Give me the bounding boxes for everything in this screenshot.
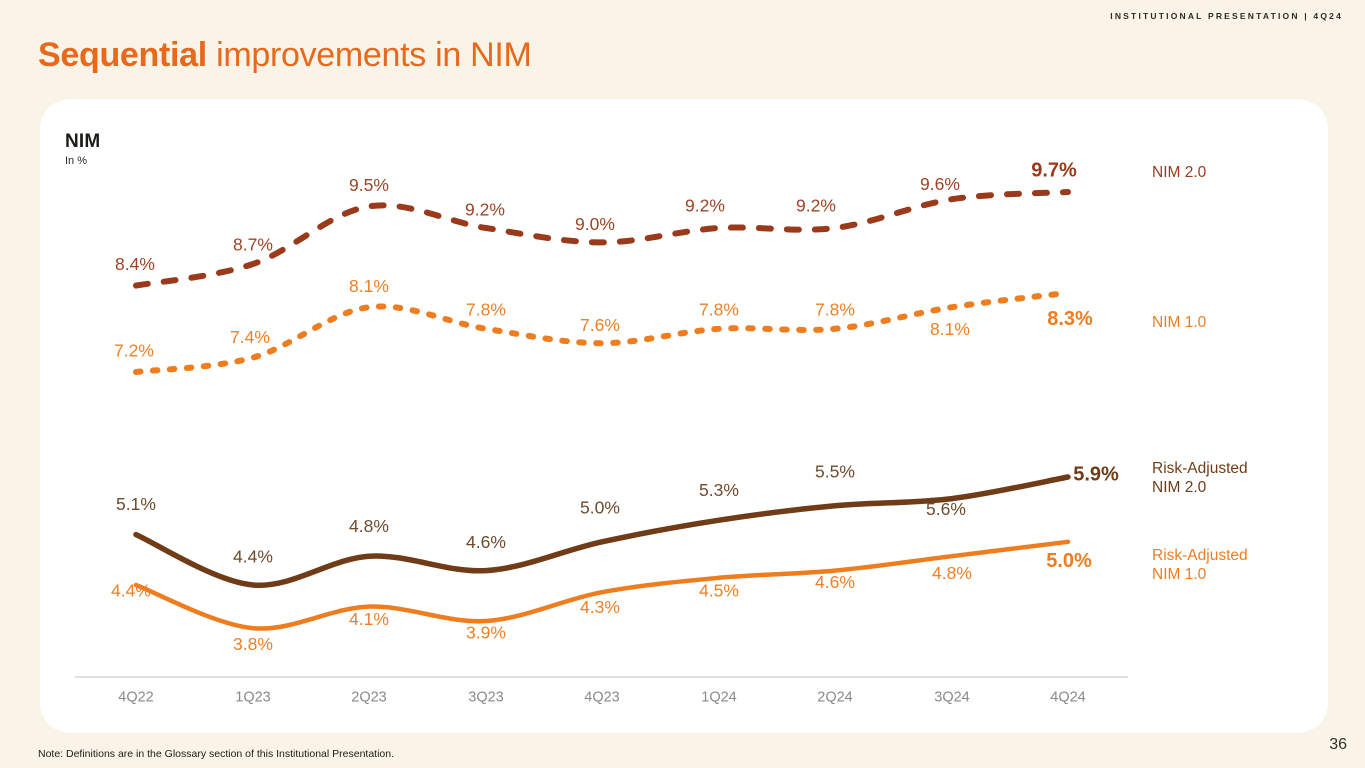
svg-text:7.2%: 7.2% [114, 341, 154, 361]
legend-label: NIM 2.0 [1152, 479, 1207, 496]
legend-label: Risk-Adjusted [1152, 460, 1248, 477]
svg-text:3Q23: 3Q23 [468, 690, 503, 706]
svg-text:4.1%: 4.1% [349, 609, 389, 629]
svg-text:7.8%: 7.8% [699, 299, 739, 319]
svg-text:9.2%: 9.2% [465, 200, 505, 220]
slide-title-highlight: Sequential [38, 36, 207, 74]
page-number: 36 [1329, 736, 1347, 753]
svg-text:3.8%: 3.8% [233, 634, 273, 654]
legend-label: NIM 1.0 [1152, 566, 1207, 583]
svg-text:8.1%: 8.1% [349, 276, 389, 296]
legend-label: NIM 1.0 [1152, 314, 1207, 331]
svg-text:8.7%: 8.7% [233, 235, 273, 255]
svg-text:5.0%: 5.0% [1046, 550, 1092, 572]
chart-card: 4Q22 1Q23 2Q23 3Q23 4Q23 1Q24 2Q24 3Q24 4Q24 8.4%… [40, 99, 1328, 733]
chart-subtitle: In % [65, 155, 88, 167]
svg-text:9.5%: 9.5% [349, 175, 389, 195]
svg-text:4Q24: 4Q24 [1050, 690, 1085, 706]
nim-chart: 4Q22 1Q23 2Q23 3Q23 4Q23 1Q24 2Q24 3Q24 4Q24 8.4%… [75, 159, 1128, 706]
chart-title: NIM [65, 131, 101, 152]
svg-text:4.5%: 4.5% [699, 580, 739, 600]
chart-header: NIM In % [65, 131, 100, 167]
svg-text:9.2%: 9.2% [685, 196, 725, 216]
svg-text:5.0%: 5.0% [580, 497, 620, 517]
svg-text:7.8%: 7.8% [815, 299, 855, 319]
svg-text:5.5%: 5.5% [815, 461, 855, 481]
slide-title-rest: improvements in NIM [206, 36, 532, 74]
svg-text:5.6%: 5.6% [926, 499, 966, 519]
svg-text:9.7%: 9.7% [1031, 159, 1077, 181]
legend-risk-adjusted-nim-2-0: Risk-Adjusted NIM 2.0 [1152, 459, 1248, 497]
svg-text:8.4%: 8.4% [115, 254, 155, 274]
footnote: Note: Definitions are in the Glossary se… [38, 748, 395, 760]
svg-text:2Q24: 2Q24 [817, 690, 852, 706]
svg-text:8.1%: 8.1% [930, 319, 970, 339]
svg-text:1Q23: 1Q23 [235, 690, 270, 706]
svg-text:9.6%: 9.6% [920, 174, 960, 194]
svg-text:3Q24: 3Q24 [934, 690, 969, 706]
svg-text:5.1%: 5.1% [116, 494, 156, 514]
svg-text:7.8%: 7.8% [466, 299, 506, 319]
legend-label: Risk-Adjusted [1152, 547, 1248, 564]
legend-label: NIM 2.0 [1152, 164, 1207, 181]
svg-text:3.9%: 3.9% [466, 623, 506, 643]
svg-text:4Q22: 4Q22 [118, 690, 153, 706]
svg-text:9.2%: 9.2% [796, 196, 836, 216]
legend-nim-2-0: NIM 2.0 [1152, 163, 1206, 182]
svg-text:9.0%: 9.0% [575, 214, 615, 234]
svg-text:4.6%: 4.6% [466, 532, 506, 552]
svg-text:4.8%: 4.8% [932, 563, 972, 583]
svg-text:8.3%: 8.3% [1047, 308, 1093, 330]
svg-text:4.3%: 4.3% [580, 597, 620, 617]
svg-text:7.4%: 7.4% [230, 327, 270, 347]
svg-text:7.6%: 7.6% [580, 315, 620, 335]
svg-text:4.8%: 4.8% [349, 516, 389, 536]
svg-text:5.3%: 5.3% [699, 480, 739, 500]
svg-text:2Q23: 2Q23 [351, 690, 386, 706]
svg-text:1Q24: 1Q24 [701, 690, 736, 706]
presentation-tag: INSTITUTIONAL PRESENTATION | 4Q24 [1110, 11, 1343, 21]
legend-nim-1-0: NIM 1.0 [1152, 313, 1206, 332]
svg-text:5.9%: 5.9% [1073, 463, 1119, 485]
svg-text:4.4%: 4.4% [111, 581, 151, 601]
svg-text:4.6%: 4.6% [815, 572, 855, 592]
svg-text:4.4%: 4.4% [233, 547, 273, 567]
legend-risk-adjusted-nim-1-0: Risk-Adjusted NIM 1.0 [1152, 546, 1248, 584]
slide-title: Sequential improvements in NIM [38, 36, 532, 75]
svg-text:4Q23: 4Q23 [584, 690, 619, 706]
